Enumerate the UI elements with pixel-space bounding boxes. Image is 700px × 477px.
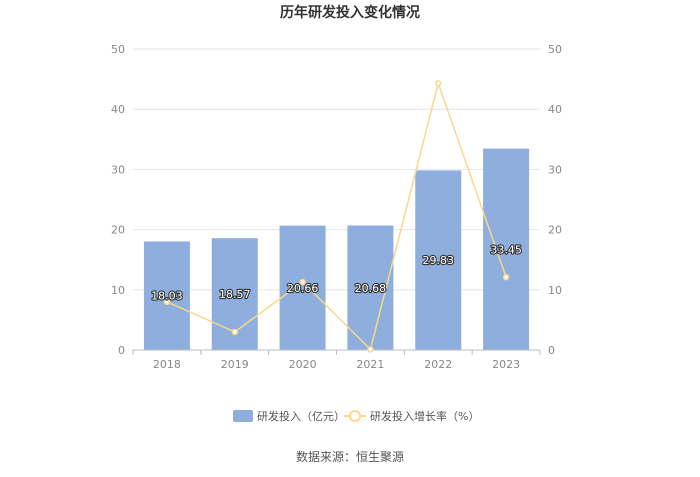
bar-value-label: 18.03 [151, 290, 183, 303]
growth-rate-point [435, 80, 442, 87]
bar-value-label: 33.45 [490, 243, 522, 256]
right-tick-label: 30 [548, 163, 562, 176]
bar-value-label: 29.83 [423, 254, 455, 267]
bar-value-label: 20.68 [355, 282, 387, 295]
x-tick-label: 2018 [153, 358, 181, 371]
right-tick-label: 20 [548, 224, 562, 237]
growth-rate-point [367, 346, 374, 353]
legend-item-line[interactable]: 研发投入增长率（%） [344, 409, 479, 423]
left-tick-label: 30 [111, 163, 125, 176]
line-series [163, 80, 510, 353]
bar-value-label: 18.57 [219, 288, 251, 301]
left-tick-label: 40 [111, 103, 125, 116]
x-tick-label: 2021 [356, 358, 384, 371]
legend-line-marker [349, 410, 361, 422]
bar [483, 148, 530, 350]
growth-rate-point [231, 328, 238, 336]
legend-line-label: 研发投入增长率（%） [370, 409, 479, 423]
x-axis: 2018 2019 2020 2021 2022 2023 [132, 349, 541, 371]
bar [415, 170, 462, 350]
left-tick-label: 0 [118, 344, 125, 357]
left-tick-label: 50 [111, 43, 125, 56]
growth-rate-point [299, 278, 306, 286]
bar [143, 241, 190, 350]
x-tick-label: 2023 [492, 358, 520, 371]
right-tick-label: 40 [548, 103, 562, 116]
right-tick-label: 10 [548, 284, 562, 297]
legend-bar-swatch [233, 410, 253, 422]
bar-value-label: 20.66 [287, 282, 319, 295]
left-tick-label: 20 [111, 224, 125, 237]
right-tick-label: 50 [548, 43, 562, 56]
x-tick-label: 2019 [221, 358, 249, 371]
left-tick-label: 10 [111, 284, 125, 297]
bar [279, 225, 326, 350]
legend[interactable]: 研发投入（亿元） 研发投入增长率（%） [233, 409, 479, 423]
legend-item-bar[interactable]: 研发投入（亿元） [233, 409, 345, 423]
right-tick-label: 0 [548, 344, 555, 357]
right-axis-ticks: 0 10 20 30 40 50 [548, 43, 562, 357]
x-tick-label: 2022 [424, 358, 452, 371]
bar-series [143, 148, 530, 350]
grid-lines [133, 48, 540, 291]
source-note: 数据来源：恒生聚源 [296, 449, 404, 464]
growth-rate-line [166, 80, 507, 351]
growth-rate-point [163, 298, 171, 306]
left-axis-ticks: 0 10 20 30 40 50 [111, 43, 125, 357]
legend-bar-label: 研发投入（亿元） [257, 409, 345, 423]
chart-title: 历年研发投入变化情况 [280, 4, 420, 21]
bar-data-labels: 18.03 18.57 20.66 20.68 29.83 33.45 [150, 242, 523, 304]
x-tick-label: 2020 [289, 358, 317, 371]
growth-rate-point [502, 273, 510, 281]
